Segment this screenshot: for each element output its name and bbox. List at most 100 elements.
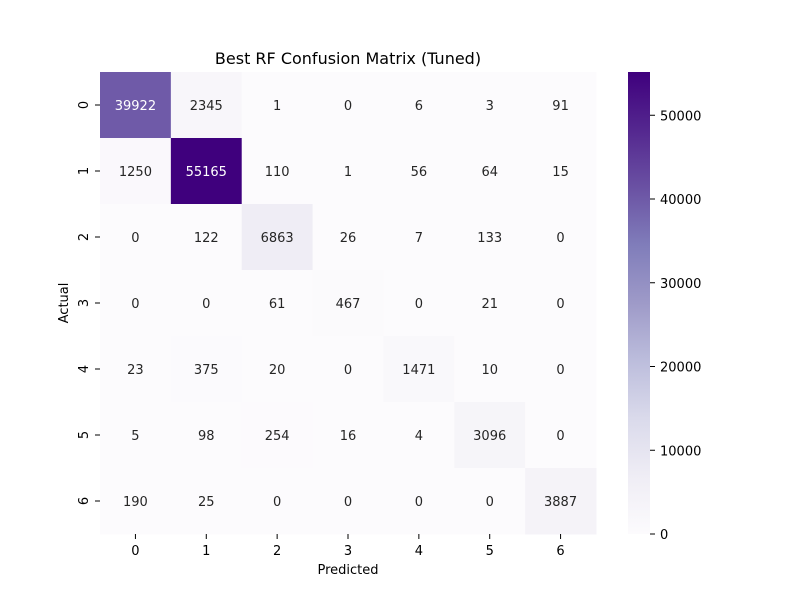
cell-value-label: 61 <box>269 297 286 312</box>
cell-value-label: 5 <box>131 429 139 444</box>
heatmap-cell <box>454 468 526 535</box>
y-tick-label: 5 <box>77 431 92 439</box>
y-axis: 0 1 2 3 4 5 6 <box>77 101 100 505</box>
heatmap-cell <box>312 72 384 139</box>
heatmap-cell <box>525 336 597 403</box>
cell-value-label: 1 <box>344 165 352 180</box>
heatmap-cell <box>454 336 526 403</box>
x-tick-label: 4 <box>415 544 423 559</box>
x-tick-label: 1 <box>202 544 210 559</box>
colorbar-tick-label: 50000 <box>660 109 701 124</box>
heatmap-cell <box>241 336 314 403</box>
heatmap-cell <box>383 138 455 205</box>
cell-value-label: 64 <box>481 165 498 180</box>
heatmap-cell <box>383 204 455 271</box>
heatmap-cell <box>525 270 597 337</box>
heatmap-cell <box>170 72 243 139</box>
colorbar-tick-label: 40000 <box>660 193 701 208</box>
cell-value-label: 467 <box>336 297 361 312</box>
heatmap-cell <box>383 468 455 535</box>
heatmap-cell <box>100 468 172 535</box>
x-tick-label: 5 <box>486 544 494 559</box>
heatmap-cell <box>170 336 243 403</box>
heatmap-cell <box>383 402 455 469</box>
cell-value-label: 15 <box>552 165 569 180</box>
cell-value-label: 2345 <box>190 99 223 114</box>
cell-value-label: 0 <box>131 231 139 246</box>
x-axis: 0 1 2 3 4 5 6 <box>131 534 565 559</box>
heatmap-cell <box>312 336 384 403</box>
cell-value-label: 1471 <box>402 363 435 378</box>
colorbar-tick-label: 10000 <box>660 444 701 459</box>
cell-value-label: 0 <box>344 99 352 114</box>
cell-value-label: 1 <box>273 99 281 114</box>
cell-value-label: 7 <box>415 231 423 246</box>
heatmap-cell <box>454 138 526 205</box>
cell-value-label: 122 <box>194 231 219 246</box>
cell-value-label: 0 <box>556 429 564 444</box>
heatmap-cell <box>312 468 384 535</box>
heatmap-cell <box>454 72 526 139</box>
cell-value-label: 25 <box>198 495 215 510</box>
cell-value-label: 98 <box>198 429 215 444</box>
cell-value-label: 110 <box>265 165 290 180</box>
y-tick-label: 0 <box>77 101 92 109</box>
cell-value-label: 0 <box>344 363 352 378</box>
heatmap-cell <box>100 336 172 403</box>
cell-value-label: 55165 <box>186 165 227 180</box>
cell-value-label: 56 <box>411 165 428 180</box>
x-tick-label: 3 <box>344 544 352 559</box>
heatmap-cell <box>100 402 172 469</box>
cell-value-label: 254 <box>265 429 290 444</box>
cell-value-label: 0 <box>202 297 210 312</box>
colorbar-tick-label: 20000 <box>660 361 701 376</box>
cell-value-label: 0 <box>556 363 564 378</box>
heatmap-cell <box>241 402 314 469</box>
x-tick-label: 6 <box>556 544 564 559</box>
cell-value-label: 1250 <box>119 165 152 180</box>
heatmap-cell <box>312 402 384 469</box>
x-axis-label: Predicted <box>317 563 378 578</box>
cell-value-label: 10 <box>481 363 498 378</box>
colorbar-gradient <box>628 72 650 534</box>
heatmap-cell <box>525 138 597 205</box>
heatmap-cell <box>170 204 243 271</box>
cell-value-label: 0 <box>556 231 564 246</box>
heatmap-cell <box>525 204 597 271</box>
colorbar-tick-label: 30000 <box>660 277 701 292</box>
heatmap-cell <box>454 270 526 337</box>
x-tick-label: 0 <box>131 544 139 559</box>
cell-value-label: 4 <box>415 429 423 444</box>
cell-value-label: 3887 <box>544 495 577 510</box>
heatmap-cell <box>100 270 172 337</box>
y-tick-label: 1 <box>77 167 92 175</box>
y-tick-label: 6 <box>77 497 92 505</box>
cell-value-label: 0 <box>415 297 423 312</box>
cell-value-label: 26 <box>340 231 357 246</box>
heatmap-cell <box>241 270 314 337</box>
heatmap-cell <box>312 204 384 271</box>
cell-value-label: 39922 <box>115 99 156 114</box>
heatmap-cell <box>170 138 243 205</box>
heatmap-cell <box>241 138 314 205</box>
cell-value-label: 21 <box>481 297 498 312</box>
cell-value-label: 3096 <box>473 429 506 444</box>
colorbar: 0 10000 20000 30000 40000 50000 <box>628 72 701 543</box>
heatmap-cell <box>525 468 597 535</box>
heatmap-cell <box>312 138 384 205</box>
y-axis-label: Actual <box>57 283 72 324</box>
cell-value-label: 0 <box>556 297 564 312</box>
chart-title: Best RF Confusion Matrix (Tuned) <box>215 49 481 68</box>
cell-value-label: 3 <box>486 99 494 114</box>
heatmap-cell <box>241 72 314 139</box>
heatmap-cell <box>170 468 243 535</box>
heatmap-cell <box>170 270 243 337</box>
colorbar-tick-label: 0 <box>660 528 668 543</box>
cell-value-label: 23 <box>127 363 144 378</box>
y-tick-label: 3 <box>77 299 92 307</box>
cell-value-label: 133 <box>477 231 502 246</box>
heatmap-cell <box>100 204 172 271</box>
cell-value-label: 0 <box>273 495 281 510</box>
